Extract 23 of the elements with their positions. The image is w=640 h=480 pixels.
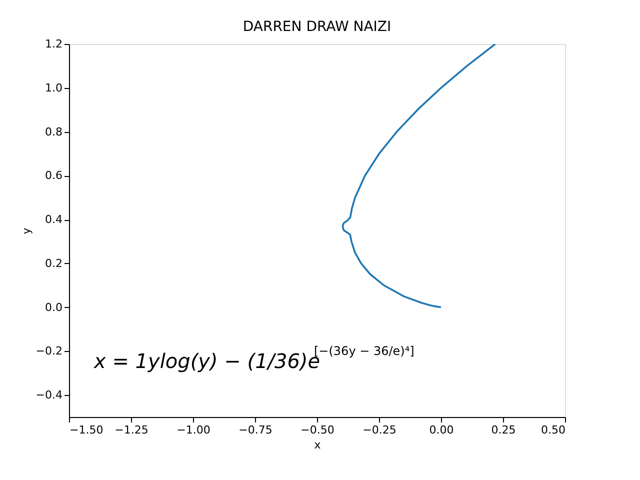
y-tick-label: 0.4	[45, 213, 62, 226]
annotation: x = 1ylog(y) − (1/36)e[−(36y − 36/e)⁴]	[93, 344, 414, 373]
x-axis-title: x	[314, 438, 322, 452]
y-tick-label: −0.4	[36, 388, 62, 402]
y-tick-label: 0.6	[45, 169, 62, 182]
y-tick-label: 0.0	[45, 300, 62, 314]
x-tick-label: −0.50	[300, 424, 334, 436]
x-tick-label: −1.00	[176, 424, 210, 436]
y-tick-label: 0.2	[45, 256, 62, 270]
chart-title: DARREN DRAW NAIZI	[242, 19, 392, 35]
y-tick-label: 1.0	[45, 81, 62, 94]
y-tick-label: 0.8	[45, 125, 62, 138]
x-tick-label: −1.50	[70, 424, 104, 436]
line-series	[342, 44, 496, 308]
x-tick-label: −1.25	[114, 424, 148, 436]
y-tick-label: −0.2	[36, 344, 62, 358]
y-axis-title: y	[20, 227, 33, 234]
x-tick-label: 0.50	[541, 424, 566, 436]
x-tick-label: 0.25	[491, 424, 516, 436]
x-tick-label: −0.25	[362, 424, 396, 436]
x-tick-label: 0.00	[429, 424, 454, 436]
x-tick-label: −0.75	[238, 424, 272, 436]
y-tick-label: 1.2	[45, 38, 62, 50]
